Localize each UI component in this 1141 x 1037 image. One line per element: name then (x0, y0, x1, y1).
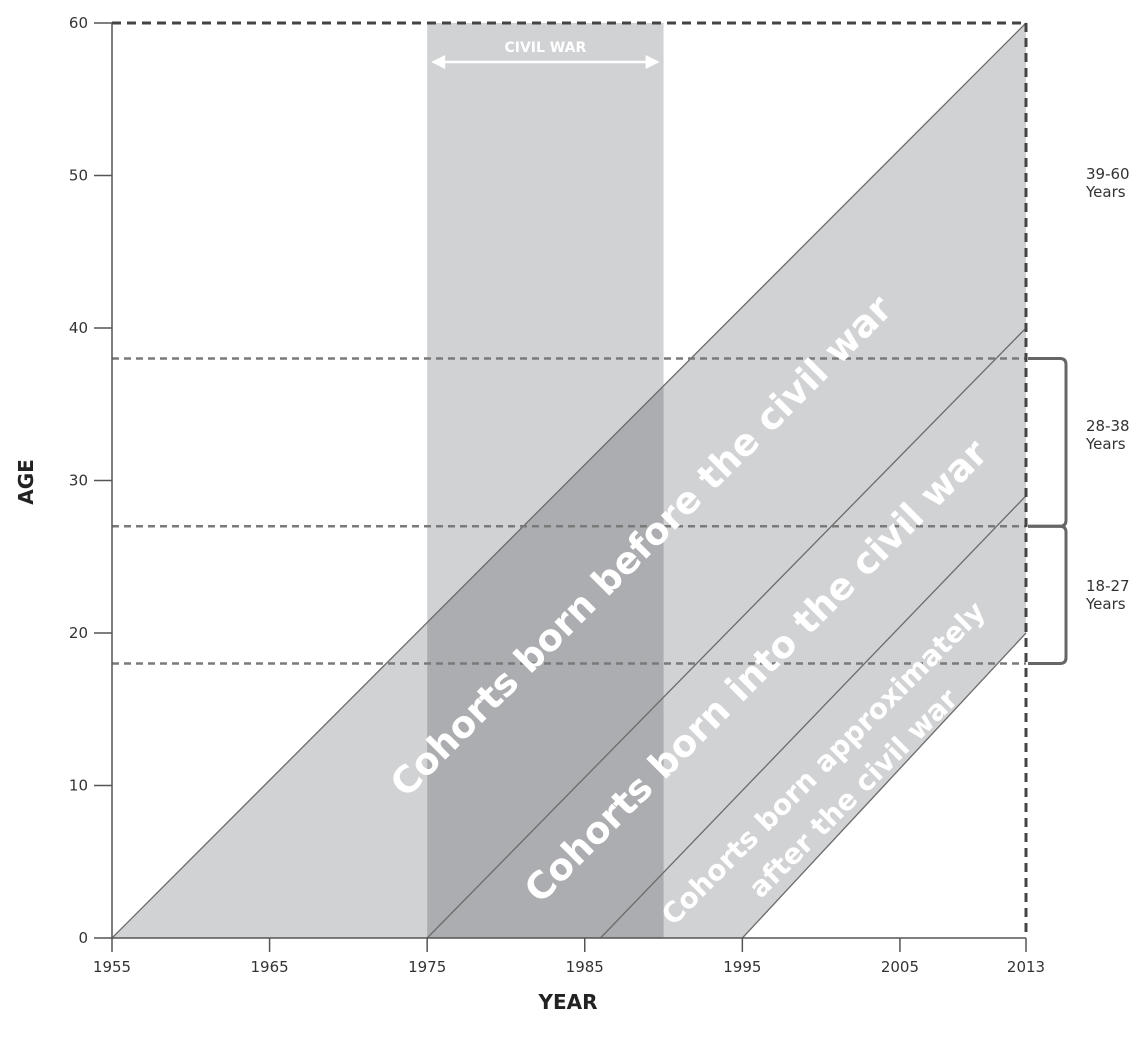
age-group-label-range: 39-60 (1086, 165, 1130, 183)
cohort-line-1 (111, 22, 1027, 939)
x-axis-title: YEAR (537, 990, 597, 1014)
y-tick-label: 50 (69, 167, 88, 185)
age-group-label-range: 28-38 (1086, 417, 1130, 435)
cohort-line-2 (426, 327, 1027, 939)
arrow-left-icon (431, 55, 446, 69)
age-group-bracket (1028, 357, 1068, 528)
cohort-line-3 (600, 495, 1027, 939)
x-tick-label: 1955 (93, 958, 131, 976)
age-group-bracket (1028, 524, 1068, 665)
arrow-right-icon (645, 55, 660, 69)
war-cohort-overlap (427, 385, 664, 938)
age-group-label-unit: Years (1085, 183, 1126, 201)
civil-war-label: CIVIL WAR (504, 40, 586, 56)
x-tick-label: 1975 (408, 958, 446, 976)
cohort-line-4 (741, 632, 1027, 939)
age-group-label-unit: Years (1085, 595, 1126, 613)
y-tick-label: 30 (69, 472, 88, 490)
age-group-label-range: 18-27 (1086, 577, 1130, 595)
y-tick-label: 60 (69, 14, 88, 32)
chart-lines-layer (94, 21, 1068, 952)
age-group-label-unit: Years (1085, 435, 1126, 453)
y-tick-label: 20 (69, 624, 88, 642)
y-tick-label: 0 (78, 929, 88, 947)
x-tick-label: 2013 (1007, 958, 1045, 976)
x-tick-label: 1995 (723, 958, 761, 976)
x-tick-label: 1965 (250, 958, 288, 976)
y-tick-label: 40 (69, 319, 88, 337)
y-tick-label: 10 (69, 777, 88, 795)
x-tick-label: 1985 (566, 958, 604, 976)
y-axis-title: AGE (14, 459, 38, 505)
x-tick-label: 2005 (881, 958, 919, 976)
